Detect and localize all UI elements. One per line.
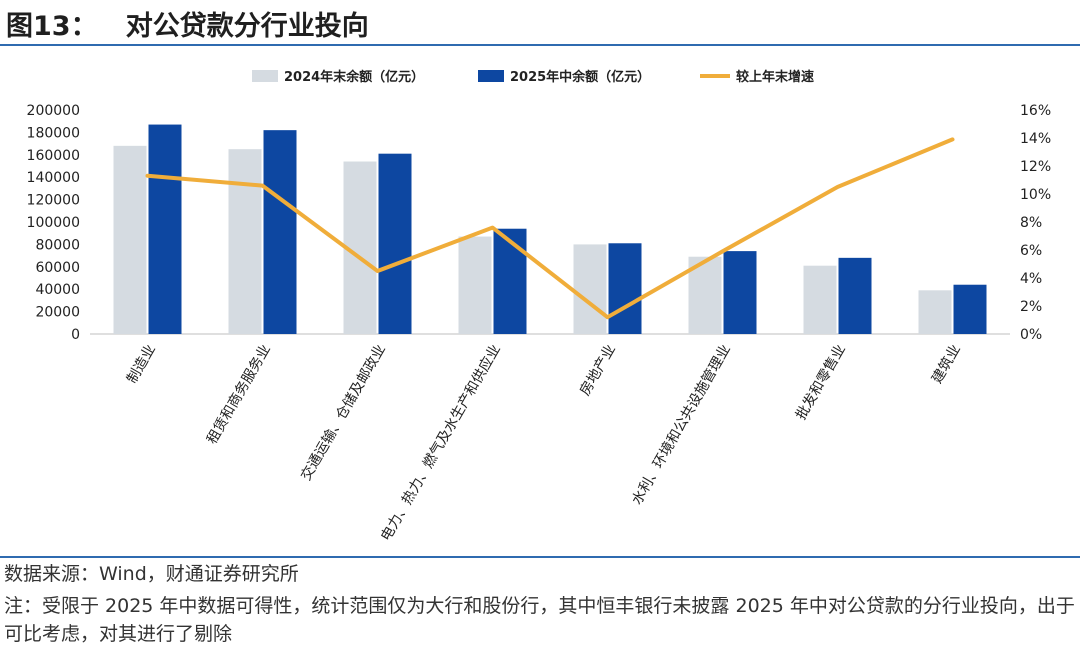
legend-label-1: 2025年中余额（亿元） xyxy=(510,69,650,85)
category-label: 水利、环境和公共设施管理业 xyxy=(629,342,734,508)
bar-2025 xyxy=(493,228,527,334)
bar-2024 xyxy=(803,265,837,334)
bar-2025 xyxy=(148,124,182,334)
y-right-tick-label: 6% xyxy=(1020,243,1042,259)
bar-2025 xyxy=(838,257,872,334)
bottom-rule xyxy=(0,556,1080,558)
y-left-tick-label: 200000 xyxy=(27,103,80,119)
growth-line-path xyxy=(145,137,955,320)
y-left-tick-label: 0 xyxy=(71,327,80,343)
category-label: 批发和零售业 xyxy=(793,342,849,423)
legend-label-0: 2024年末余额（亿元） xyxy=(284,69,424,85)
y-right-tick-label: 10% xyxy=(1020,187,1051,203)
y-left-tick-label: 160000 xyxy=(27,148,80,164)
axes: 0 20000 40000 60000 80000 100000 120000 140000 1… xyxy=(27,103,1052,343)
category-label: 房地产业 xyxy=(577,342,619,398)
chart: 2024年末余额（亿元） 2025年中余额（亿元） 较上年末增速 0 20000 400… xyxy=(27,69,1052,544)
growth-line xyxy=(145,137,955,320)
y-right-tick-label: 4% xyxy=(1020,271,1042,287)
legend-swatch-0 xyxy=(252,70,278,82)
category-label: 制造业 xyxy=(124,342,159,386)
figure-title: 图13： 对公贷款分行业投向 xyxy=(6,11,369,42)
y-left-tick-label: 60000 xyxy=(35,260,80,276)
y-left-tick-label: 120000 xyxy=(27,193,80,209)
y-left-tick-label: 40000 xyxy=(35,282,80,298)
bar-2025 xyxy=(378,153,412,334)
bar-2025 xyxy=(608,243,642,334)
legend: 2024年末余额（亿元） 2025年中余额（亿元） 较上年末增速 xyxy=(252,69,814,85)
bar-2024 xyxy=(228,149,262,334)
y-right-tick-label: 14% xyxy=(1020,131,1051,147)
bar-2024 xyxy=(918,290,952,334)
bar-2024 xyxy=(458,236,492,334)
top-rule xyxy=(0,44,1080,46)
bar-2025 xyxy=(723,251,757,334)
y-right-tick-label: 16% xyxy=(1020,103,1051,119)
bar-2024 xyxy=(113,145,147,334)
bar-2024 xyxy=(573,244,607,334)
legend-swatch-1 xyxy=(478,70,504,82)
y-left-tick-label: 100000 xyxy=(27,215,80,231)
legend-label-2: 较上年末增速 xyxy=(736,69,814,85)
legend-swatch-2 xyxy=(700,74,730,78)
footnote: 注：受限于 2025 年中数据可得性，统计范围仅为大行和股份行，其中恒丰银行未披… xyxy=(4,595,1075,645)
y-right-tick-label: 2% xyxy=(1020,299,1042,315)
bar-2025 xyxy=(953,284,987,334)
bar-2025 xyxy=(263,130,297,334)
category-label: 建筑业 xyxy=(929,342,964,386)
y-left-tick-label: 20000 xyxy=(35,305,80,321)
category-label: 电力、热力、燃气及水生产和供应业 xyxy=(377,342,504,544)
y-left-tick-label: 180000 xyxy=(27,125,80,141)
y-right-tick-label: 0% xyxy=(1020,327,1042,343)
y-right-tick-label: 8% xyxy=(1020,215,1042,231)
category-label: 租赁和商务服务业 xyxy=(204,342,274,447)
source-note: 数据来源：Wind，财通证券研究所 xyxy=(4,563,299,585)
y-left-tick-label: 80000 xyxy=(35,237,80,253)
category-label: 交通运输、仓储及邮政业 xyxy=(297,342,389,484)
y-left-tick-label: 140000 xyxy=(27,170,80,186)
y-right-tick-label: 12% xyxy=(1020,159,1051,175)
bars xyxy=(113,124,987,334)
